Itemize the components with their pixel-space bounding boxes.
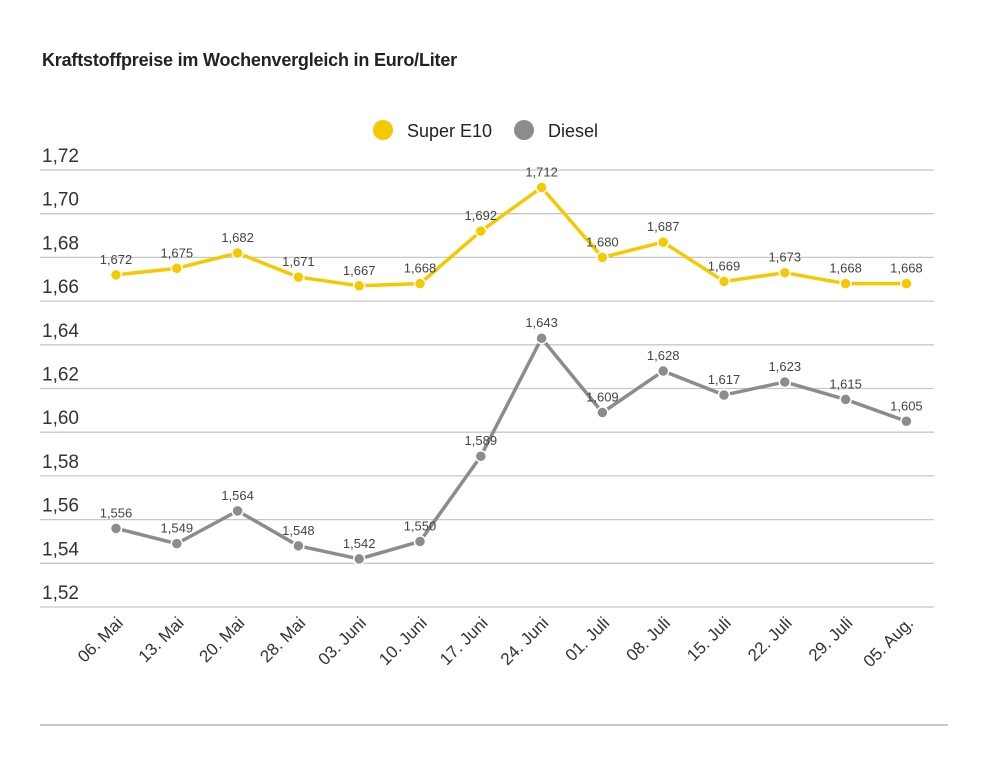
data-point [656,364,670,378]
data-label: 1,549 [161,521,194,536]
data-label: 1,668 [829,261,862,276]
data-label: 1,542 [343,536,376,551]
data-label: 1,550 [404,518,437,533]
data-label: 1,673 [769,250,802,265]
data-label: 1,605 [890,398,923,413]
grid-lines [40,169,934,608]
x-tick-label: 17. Juni [436,613,492,669]
data-point [778,375,792,389]
x-axis-ticks: 06. Mai 13. Mai 20. Mai 28. Mai 03. Juni 10. … [74,613,917,671]
data-point [109,268,123,282]
data-label: 1,682 [221,230,254,245]
bottom-divider [40,724,948,726]
series-diesel: 1,556 1,549 1,564 1,548 1,542 1,550 1,589 1,643… [100,315,923,566]
data-point [778,266,792,279]
x-tick-label: 28. Mai [256,613,309,666]
data-point [717,275,731,288]
data-label: 1,667 [343,263,376,278]
x-tick-label: 10. Juni [375,613,431,669]
x-tick-label: 13. Mai [135,613,188,666]
chart-title: Kraftstoffpreise im Wochenvergleich in E… [42,50,457,70]
data-point [413,277,427,290]
data-point [474,224,488,238]
data-label: 1,712 [525,164,558,179]
data-label: 1,672 [100,252,133,267]
data-point [292,270,305,284]
data-label: 1,556 [100,505,133,520]
data-point [535,331,548,345]
y-tick-label: 1,60 [42,408,79,429]
data-label: 1,668 [404,261,437,276]
data-label: 1,675 [161,245,194,260]
data-label: 1,615 [829,376,862,391]
data-label: 1,687 [647,219,680,234]
y-tick-label: 1,72 [42,146,79,167]
x-tick-label: 01. Juli [562,613,614,665]
data-label: 1,548 [282,523,315,538]
y-tick-label: 1,58 [42,452,79,473]
data-label: 1,680 [586,234,619,249]
legend-label: Diesel [548,121,598,141]
y-tick-label: 1,56 [42,496,79,517]
series-super-e10: 1,672 1,675 1,682 1,671 1,667 1,668 1,692 1,712… [100,164,923,293]
data-point [231,504,244,518]
y-tick-label: 1,54 [42,539,79,560]
data-label: 1,671 [282,254,315,269]
data-label: 1,564 [221,488,254,503]
x-tick-label: 06. Mai [74,613,127,666]
data-point [352,279,366,293]
data-label: 1,643 [525,315,558,330]
legend-label: Super E10 [407,121,492,141]
data-label: 1,628 [647,348,680,363]
data-point [292,539,305,553]
data-point [413,535,427,548]
x-tick-label: 08. Juli [622,613,674,665]
legend-item: Super E10 [373,120,492,141]
data-point [596,406,609,419]
data-point [170,262,184,275]
y-tick-label: 1,64 [42,321,79,342]
y-tick-label: 1,66 [42,277,79,298]
series: 1,672 1,675 1,682 1,671 1,667 1,668 1,692 1,712… [100,164,923,566]
x-tick-label: 20. Mai [196,613,249,666]
data-point [109,522,123,535]
y-tick-label: 1,68 [42,233,79,254]
data-point [231,246,244,260]
y-tick-label: 1,52 [42,583,79,604]
data-label: 1,668 [890,261,923,276]
data-label: 1,623 [769,359,802,374]
x-tick-label: 29. Juli [805,613,857,665]
data-point [839,393,852,406]
data-point [535,181,548,194]
data-label: 1,609 [586,390,619,405]
legend-item: Diesel [514,120,598,141]
y-tick-label: 1,62 [42,365,79,386]
data-label: 1,692 [465,208,498,223]
data-label: 1,589 [465,433,498,448]
legend-marker [514,120,534,140]
data-point [900,415,913,428]
legend: Super E10 Diesel [373,120,598,141]
legend-marker [373,120,393,140]
data-point [900,277,913,290]
series-line [115,185,907,288]
data-point [474,449,488,463]
data-label: 1,669 [708,258,741,273]
x-tick-label: 15. Juli [683,613,735,665]
y-axis-ticks: 1,52 1,54 1,56 1,58 1,60 1,62 1,64 1,66 1,68 1,70… [42,146,79,604]
x-tick-label: 03. Juni [314,613,370,669]
data-point [717,388,731,402]
data-label: 1,617 [708,372,741,387]
x-tick-label: 05. Aug. [860,613,918,671]
data-point [596,251,609,264]
x-tick-label: 24. Juni [497,613,553,669]
data-point [656,235,670,249]
data-point [839,277,852,290]
data-point [352,552,366,566]
series-line [115,336,907,561]
x-tick-label: 22. Juli [744,613,796,665]
data-point [170,537,184,550]
y-tick-label: 1,70 [42,190,79,211]
